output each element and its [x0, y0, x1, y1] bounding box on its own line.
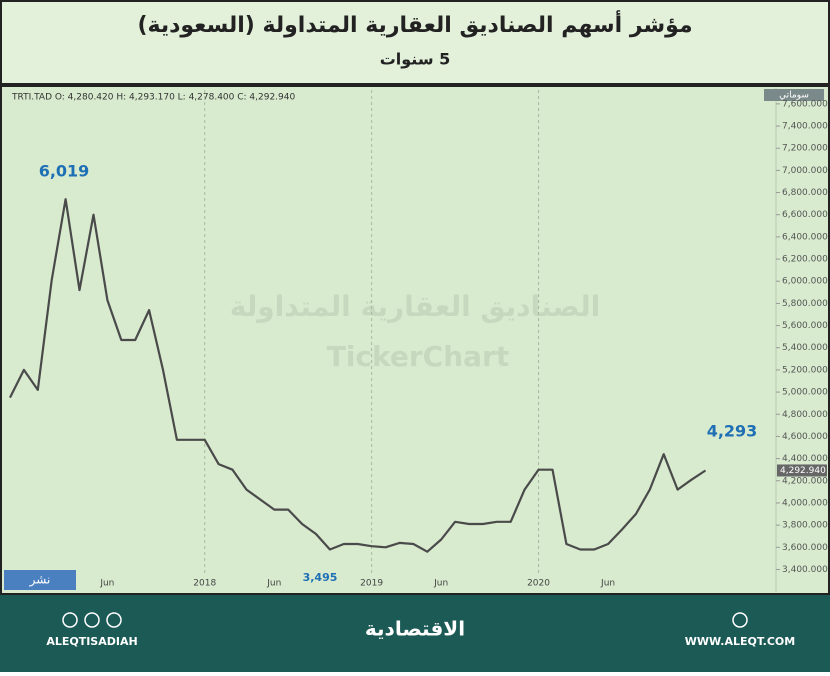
subtitle: 5 سنوات: [380, 50, 451, 69]
y-tick-label: 5,400.000: [782, 343, 828, 353]
y-tick-label: 6,600.000: [782, 210, 828, 220]
y-tick-label: 7,600.000: [782, 99, 828, 109]
y-tick-label: 4,800.000: [782, 410, 828, 420]
y-tick-label: 7,200.000: [782, 144, 828, 154]
top-button-label[interactable]: سوماتي: [779, 91, 809, 101]
y-tick-label: 3,600.000: [782, 543, 828, 553]
y-tick-label: 4,400.000: [782, 454, 828, 464]
line: [9, 198, 707, 553]
icon[interactable]: [732, 612, 748, 628]
y-tick-label: 5,200.000: [782, 365, 828, 375]
y-tick-label: 4,000.000: [782, 498, 828, 508]
icon[interactable]: [62, 612, 78, 628]
y-tick-label: 4,600.000: [782, 432, 828, 442]
y-tick-label: 5,800.000: [782, 299, 828, 309]
icon[interactable]: [106, 612, 122, 628]
y-tick-label: 5,600.000: [782, 321, 828, 331]
x-tick-label: 2020: [527, 579, 550, 589]
y-tick-label: 6,400.000: [782, 232, 828, 242]
x-tick-label: Jun: [433, 579, 448, 589]
y-tick-label: 7,000.000: [782, 166, 828, 176]
y-tick-label: 6,800.000: [782, 188, 828, 198]
x-tick-label: Jun: [600, 579, 615, 589]
footer-website: WWW.ALEQT.COM: [685, 635, 795, 648]
top-button[interactable]: [764, 89, 824, 101]
y-tick-label: 6,200.000: [782, 255, 828, 265]
annotation: 6,019: [39, 162, 90, 181]
x-tick-label: 2019: [360, 579, 383, 589]
footer-handle: ALEQTISADIAH: [46, 635, 137, 648]
last-price-tag: [777, 464, 827, 477]
icon[interactable]: [84, 612, 100, 628]
y-tick-label: 3,400.000: [782, 565, 828, 575]
x-tick-label: Jun: [266, 579, 281, 589]
header-box: [0, 0, 830, 85]
symbol-info: TRTI.TAD O: 4,280.420 H: 4,293.170 L: 4,…: [11, 93, 295, 103]
y-tick-label: 6,000.000: [782, 277, 828, 287]
watermark-brand: TickerChart: [327, 340, 510, 373]
y-tick-label: 7,400.000: [782, 122, 828, 132]
chart-box: [0, 85, 830, 595]
share-button[interactable]: [4, 570, 76, 590]
title: مؤشر أسهم الصناديق العقارية المتداولة (ا…: [137, 9, 692, 38]
x-tick-label: Jun: [99, 579, 114, 589]
plot: 3,400.000 3,600.000 3,800.000 4,000.000 4,20…: [9, 90, 828, 589]
y-tick-label: 5,000.000: [782, 388, 828, 398]
footer: [0, 595, 830, 672]
watermark: الصناديق العقارية المتداولة: [230, 290, 600, 323]
y-tick-label: 4,200.000: [782, 476, 828, 486]
y-tick-label: 3,800.000: [782, 521, 828, 531]
footer-brand: الاقتصادية: [365, 617, 465, 641]
x-tick-label: 2018: [193, 579, 216, 589]
annotation: 3,495: [303, 571, 338, 584]
share-button-label[interactable]: نشر: [29, 573, 51, 588]
last-price-label: 4,292.940: [780, 466, 826, 476]
annotation: 4,293: [707, 422, 758, 441]
